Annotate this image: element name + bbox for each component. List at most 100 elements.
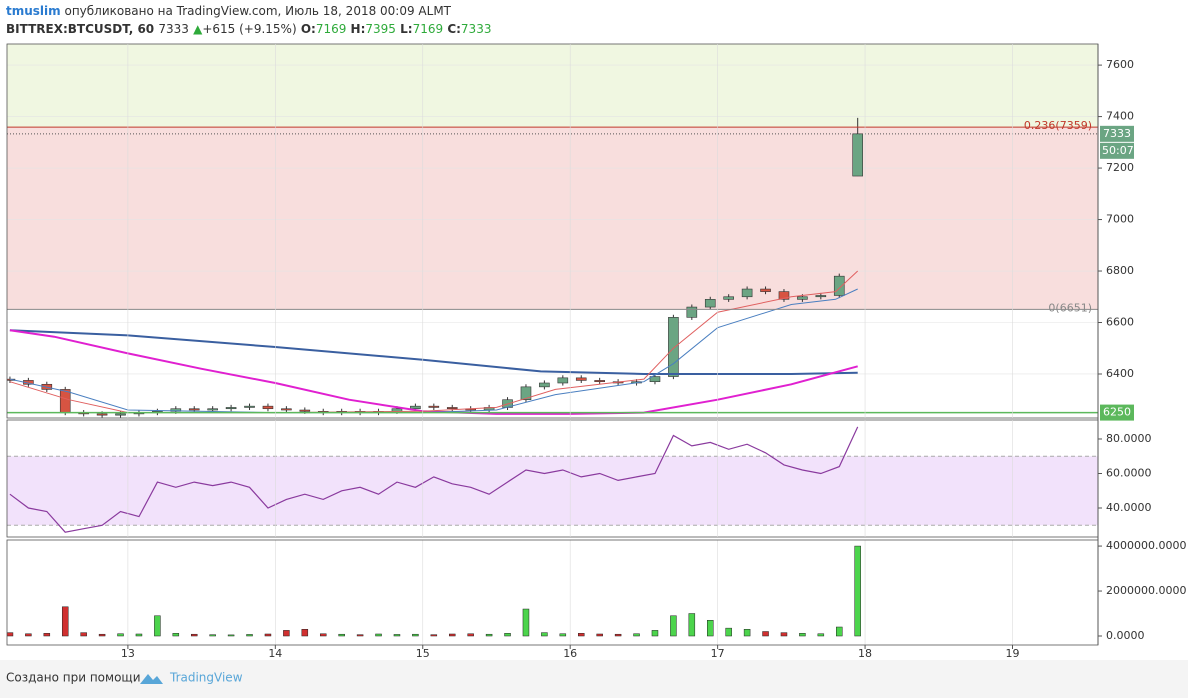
volume-bar [762, 631, 769, 637]
candle-body [815, 295, 827, 298]
rsi-band [7, 456, 1098, 526]
volume-bar [190, 633, 198, 637]
symbol: BITTREX:BTCUSDT, 60 [6, 22, 154, 36]
x-tick-label: 17 [711, 647, 725, 660]
footer-bar [0, 660, 1188, 698]
countdown-box [1100, 142, 1134, 159]
x-tick-label: 15 [416, 647, 430, 660]
candle-body [575, 377, 587, 381]
volume-bar [651, 630, 659, 637]
volume-bar [817, 633, 825, 637]
author[interactable]: tmuslim [6, 4, 61, 18]
candle-body [649, 376, 661, 383]
volume-bar [356, 634, 364, 637]
h-key: H: [351, 22, 366, 36]
candle-body [96, 413, 108, 416]
volume-bar [7, 632, 14, 637]
candle-body [299, 409, 311, 412]
arrow: ▲ [193, 22, 203, 36]
l-val: 7169 [413, 22, 444, 36]
volume-bar [485, 633, 493, 637]
volume-bar [246, 634, 253, 637]
pane [7, 545, 861, 637]
level-box [1100, 404, 1134, 421]
candle-body [244, 405, 255, 408]
x-tick-label: 14 [268, 647, 282, 660]
volume-bar [117, 633, 124, 637]
candle-body [262, 405, 274, 410]
volume-bar [596, 633, 603, 637]
candle-body [188, 408, 200, 411]
y-tick-label: 80.0000 [1106, 432, 1152, 445]
fib-zone [7, 44, 1098, 128]
y-tick-label: 40.0000 [1106, 501, 1152, 514]
footer-credit: Создано при помощи [6, 671, 141, 685]
y-tick-label: 7000 [1106, 213, 1134, 226]
y-tick-label: 60.0000 [1106, 466, 1152, 479]
candle-body [391, 408, 403, 412]
footer-brand[interactable]: TradingView [169, 671, 243, 685]
y-tick-label: 2000000.0000 [1106, 584, 1186, 597]
candle-body [594, 380, 605, 383]
candle-body [760, 288, 771, 292]
rsi-line [9, 426, 859, 533]
volume-bar [375, 633, 382, 637]
o-key: O: [301, 22, 316, 36]
volume-bar [283, 630, 290, 637]
candle-body [281, 408, 292, 411]
candle-body [723, 296, 734, 300]
header-line: tmuslim опубликовано на TradingView.com,… [6, 4, 452, 18]
volume-bar [154, 615, 161, 637]
candle-body [741, 288, 753, 298]
pane: 0.236(7359) 0(6651) [7, 44, 1098, 418]
o-val: 7169 [316, 22, 347, 36]
x-tick-label: 16 [563, 647, 577, 660]
c-val: 7333 [461, 22, 492, 36]
h-val: 7395 [365, 22, 396, 36]
volume-bar [264, 633, 272, 637]
volume-bar [688, 613, 696, 637]
candle-body [797, 296, 808, 300]
y-tick-label: 6800 [1106, 264, 1134, 277]
volume-bar [725, 627, 732, 637]
x-tick-label: 13 [121, 647, 135, 660]
x-tick-label: 18 [858, 647, 872, 660]
charts: 0.236(7359) 0(6651) 6400 6600 6800 7000 7200 74… [6, 43, 1186, 660]
tv-logo[interactable] [140, 674, 163, 684]
volume-bar [559, 633, 567, 637]
volume-bar [301, 629, 309, 637]
y-tick-label: 6400 [1106, 367, 1134, 380]
published: опубликовано на TradingView.com, Июль 18… [64, 4, 451, 18]
volume-bar [541, 632, 548, 637]
candle-body [686, 306, 698, 318]
y-tick-label: 7400 [1106, 110, 1134, 123]
candle-body [668, 317, 679, 377]
candle-body [539, 382, 550, 388]
volume-bar [227, 634, 235, 637]
candle-body [410, 405, 421, 410]
volume-bar [780, 632, 788, 637]
fib-label: 0.236(7359) [1024, 119, 1092, 132]
volume-bar [43, 633, 51, 637]
volume-bar [799, 633, 806, 637]
fib-zone [7, 127, 1098, 310]
volume-bar [504, 633, 511, 637]
candle-body [115, 413, 126, 416]
volume-bar [25, 633, 32, 637]
volume-bar [577, 633, 585, 637]
last-price-label: 7333 [1103, 127, 1131, 140]
candle-body [520, 386, 532, 401]
volume-bar [319, 633, 327, 637]
moving-average [9, 329, 858, 375]
level-label: 6250 [1103, 406, 1131, 419]
candle-body [778, 291, 790, 300]
candle-body [59, 389, 71, 413]
symbol-line: BITTREX:BTCUSDT, 60 7333 ▲+615 (+9.15%) … [6, 22, 491, 36]
volume-bar [854, 545, 861, 637]
y-tick-label: 6600 [1106, 316, 1134, 329]
candle-body [557, 377, 569, 384]
candle-body [852, 133, 863, 177]
volume-bar [209, 634, 216, 637]
volume-bar [633, 633, 640, 637]
